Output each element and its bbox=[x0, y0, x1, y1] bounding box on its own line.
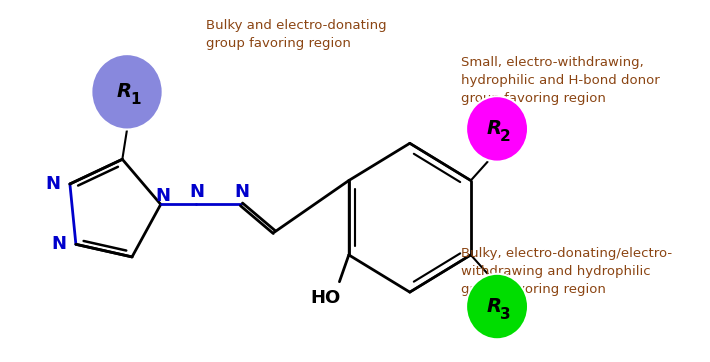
Circle shape bbox=[92, 54, 163, 130]
Circle shape bbox=[466, 274, 528, 339]
Text: 1: 1 bbox=[130, 92, 141, 107]
Text: N: N bbox=[52, 235, 67, 253]
Text: N: N bbox=[189, 184, 204, 202]
Text: N: N bbox=[234, 184, 249, 202]
Text: R: R bbox=[487, 119, 502, 138]
Text: R: R bbox=[116, 82, 131, 101]
Text: HO: HO bbox=[310, 289, 341, 307]
Circle shape bbox=[466, 96, 528, 162]
Text: Bulky and electro-donating
group favoring region: Bulky and electro-donating group favorin… bbox=[206, 19, 387, 50]
Text: R: R bbox=[487, 297, 502, 316]
Text: 2: 2 bbox=[500, 129, 511, 144]
Text: Bulky, electro-donating/electro-
withdrawing and hydrophilic
group favoring regi: Bulky, electro-donating/electro- withdra… bbox=[462, 248, 672, 296]
Text: Small, electro-withdrawing,
hydrophilic and H-bond donor
group favoring region: Small, electro-withdrawing, hydrophilic … bbox=[462, 56, 660, 105]
Text: N: N bbox=[155, 188, 170, 206]
Text: N: N bbox=[45, 175, 60, 193]
Text: 3: 3 bbox=[501, 307, 510, 322]
